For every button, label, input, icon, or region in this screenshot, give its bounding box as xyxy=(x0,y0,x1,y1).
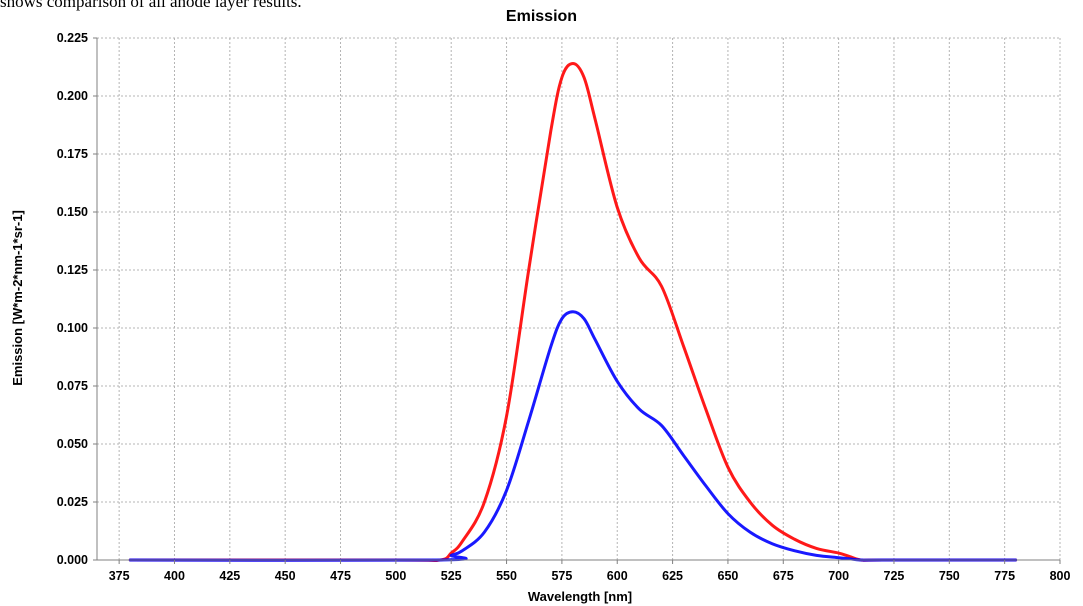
y-axis-label: Emission [W*m-2*nm-1*sr-1] xyxy=(10,210,25,386)
x-tick-label: 425 xyxy=(219,569,240,583)
tick-labels: 375 400 425 450 475 500 525 550 575 600 625 650 675 7… xyxy=(57,31,1071,583)
x-tick-label: 775 xyxy=(994,569,1015,583)
x-tick-label: 750 xyxy=(939,569,960,583)
caption-text: shows comparison of all anode layer resu… xyxy=(0,0,302,11)
axes xyxy=(93,37,1061,564)
x-tick-label: 475 xyxy=(330,569,351,583)
x-tick-label: 500 xyxy=(385,569,406,583)
x-tick-label: 525 xyxy=(441,569,462,583)
y-tick-label: 0.175 xyxy=(57,147,88,161)
series-line-blue xyxy=(128,310,1018,562)
x-tick-label: 375 xyxy=(109,569,130,583)
y-tick-label: 0.150 xyxy=(57,205,88,219)
y-tick-label: 0.200 xyxy=(57,89,88,103)
x-tick-label: 700 xyxy=(828,569,849,583)
x-axis-label: Wavelength [nm] xyxy=(528,589,632,604)
y-tick-label: 0.050 xyxy=(57,437,88,451)
x-tick-label: 675 xyxy=(773,569,794,583)
x-tick-label: 450 xyxy=(275,569,296,583)
x-tick-label: 650 xyxy=(718,569,739,583)
x-tick-label: 725 xyxy=(884,569,905,583)
y-tick-label: 0.000 xyxy=(57,553,88,567)
series-lines xyxy=(128,62,1018,563)
y-tick-label: 0.075 xyxy=(57,379,88,393)
x-tick-label: 400 xyxy=(164,569,185,583)
x-tick-label: 625 xyxy=(662,569,683,583)
plot-area xyxy=(97,38,1060,560)
x-tick-label: 575 xyxy=(551,569,572,583)
x-tick-label: 550 xyxy=(496,569,517,583)
series-line-red xyxy=(128,62,1018,563)
x-tick-label: 800 xyxy=(1050,569,1071,583)
grid-lines xyxy=(97,37,1061,561)
chart-title: Emission xyxy=(505,8,578,25)
y-tick-label: 0.025 xyxy=(57,495,88,509)
y-tick-label: 0.125 xyxy=(57,263,88,277)
x-tick-label: 600 xyxy=(607,569,628,583)
y-tick-label: 0.100 xyxy=(57,321,88,335)
y-tick-label: 0.225 xyxy=(57,31,88,45)
